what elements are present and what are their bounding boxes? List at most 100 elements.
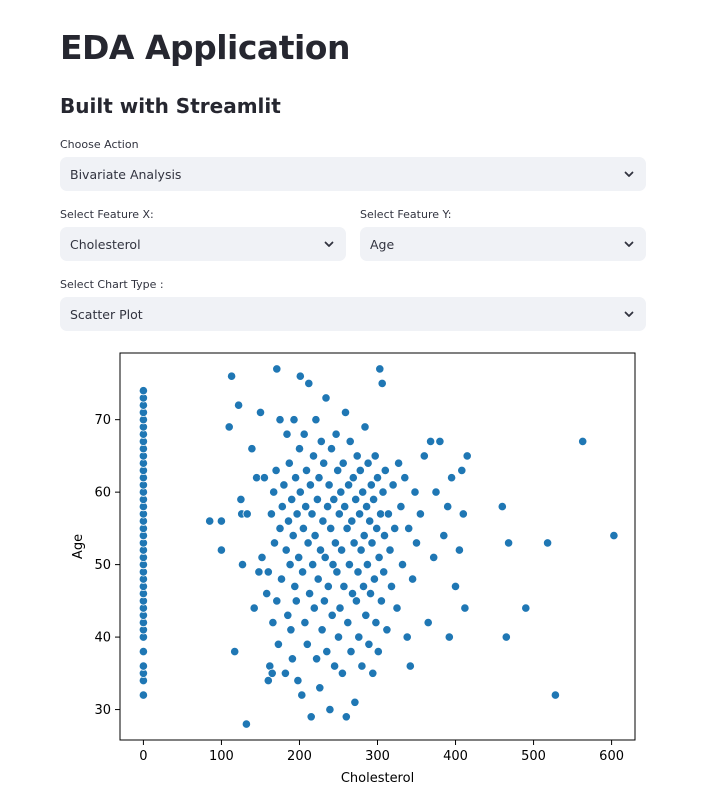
scatter-point — [306, 712, 316, 722]
scatter-point — [308, 451, 319, 461]
scatter-point — [138, 386, 149, 396]
scatter-point — [340, 502, 350, 512]
scatter-point — [378, 487, 388, 497]
feature-x-value: Cholesterol — [70, 236, 141, 252]
scatter-point — [298, 523, 308, 533]
scatter-point — [443, 502, 453, 512]
scatter-point — [501, 632, 511, 642]
scatter-point — [252, 473, 262, 483]
scatter-point — [351, 596, 361, 606]
scatter-point — [358, 487, 368, 497]
feature-x-select[interactable]: Cholesterol — [60, 227, 346, 261]
scatter-point — [343, 480, 354, 490]
scatter-point — [283, 610, 293, 620]
scatter-point — [423, 617, 433, 628]
scatter-point — [392, 603, 402, 613]
scatter-point — [263, 675, 273, 686]
scatter-point — [319, 458, 329, 468]
scatter-point — [288, 531, 298, 541]
scatter-point — [326, 523, 336, 533]
scatter-point — [234, 400, 244, 410]
scatter-point — [279, 480, 289, 490]
scatter-point — [302, 639, 312, 649]
scatter-point — [361, 502, 372, 512]
scatter-point — [368, 494, 379, 504]
scatter-chart: 0 100 200 300 400 500 600 30 40 50 60 70 Cholestero… — [71, 352, 636, 786]
scatter-point — [138, 646, 149, 657]
scatter-point — [216, 545, 226, 555]
chart-type-label: Select Chart Type : — [60, 278, 164, 291]
scatter-point — [357, 661, 367, 671]
x-tick-label: 100 — [209, 749, 234, 764]
scatter-point — [298, 567, 308, 577]
scatter-point — [281, 545, 291, 555]
scatter-point — [367, 538, 377, 548]
scatter-point — [346, 646, 356, 657]
scatter-point — [269, 538, 280, 548]
y-tick-label: 40 — [94, 631, 111, 646]
scatter-point — [359, 531, 369, 541]
scatter-point — [345, 436, 355, 447]
scatter-point — [242, 509, 252, 519]
scatter-point — [372, 473, 383, 483]
scatter-point — [249, 603, 259, 613]
scatter-point — [425, 436, 436, 447]
scatter-point — [329, 661, 340, 671]
scatter-point — [347, 516, 357, 526]
scatter-point — [327, 610, 337, 620]
y-tick-label: 70 — [94, 413, 111, 428]
scatter-point — [371, 617, 381, 628]
scatter-point — [400, 473, 410, 483]
scatter-point — [311, 415, 321, 425]
scatter-point — [286, 625, 296, 635]
choose-action-select[interactable]: Bivariate Analysis — [60, 157, 646, 191]
x-tick-label: 0 — [139, 749, 147, 764]
scatter-point — [383, 509, 393, 519]
scatter-point — [276, 574, 287, 584]
scatter-point — [380, 465, 390, 475]
scatter-point — [342, 523, 352, 533]
scatter-point — [348, 473, 358, 483]
scatter-point — [521, 603, 531, 613]
scatter-point — [297, 690, 307, 700]
scatter-point — [354, 632, 364, 642]
scatter-point — [352, 451, 362, 461]
scatter-point — [366, 480, 376, 490]
scatter-point — [503, 538, 514, 548]
feature-y-select[interactable]: Age — [360, 227, 646, 261]
scatter-point — [435, 436, 445, 447]
scatter-point — [237, 560, 248, 570]
scatter-point — [216, 516, 226, 526]
scatter-point — [369, 574, 379, 584]
scatter-point — [336, 545, 347, 555]
scatter-point — [609, 531, 619, 541]
chart-type-select[interactable]: Scatter Plot — [60, 297, 646, 331]
scatter-point — [314, 473, 324, 483]
scatter-point — [354, 509, 365, 519]
scatter-point — [454, 545, 464, 555]
scatter-point — [375, 364, 385, 374]
scatter-point — [325, 704, 335, 715]
scatter-point — [241, 719, 251, 729]
x-tick-label: 600 — [599, 749, 624, 764]
scatter-point — [334, 509, 344, 519]
scatter-point — [411, 538, 422, 548]
scatter-point — [439, 531, 449, 541]
scatter-point — [295, 371, 305, 381]
scatter-point — [373, 646, 383, 657]
chevron-down-icon — [622, 167, 636, 181]
scatter-point — [377, 378, 387, 389]
feature-y-label: Select Feature Y: — [360, 208, 452, 221]
scatter-point — [333, 632, 344, 642]
scatter-point — [275, 523, 285, 533]
scatter-point — [365, 589, 376, 599]
scatter-point — [308, 560, 318, 570]
scatter-point — [273, 639, 283, 649]
scatter-point — [358, 581, 369, 591]
scatter-point — [365, 516, 375, 526]
scatter-point — [405, 661, 415, 671]
scatter-point — [272, 596, 282, 606]
scatter-point — [247, 444, 257, 454]
scatter-point — [578, 436, 588, 447]
scatter-point — [393, 458, 404, 468]
